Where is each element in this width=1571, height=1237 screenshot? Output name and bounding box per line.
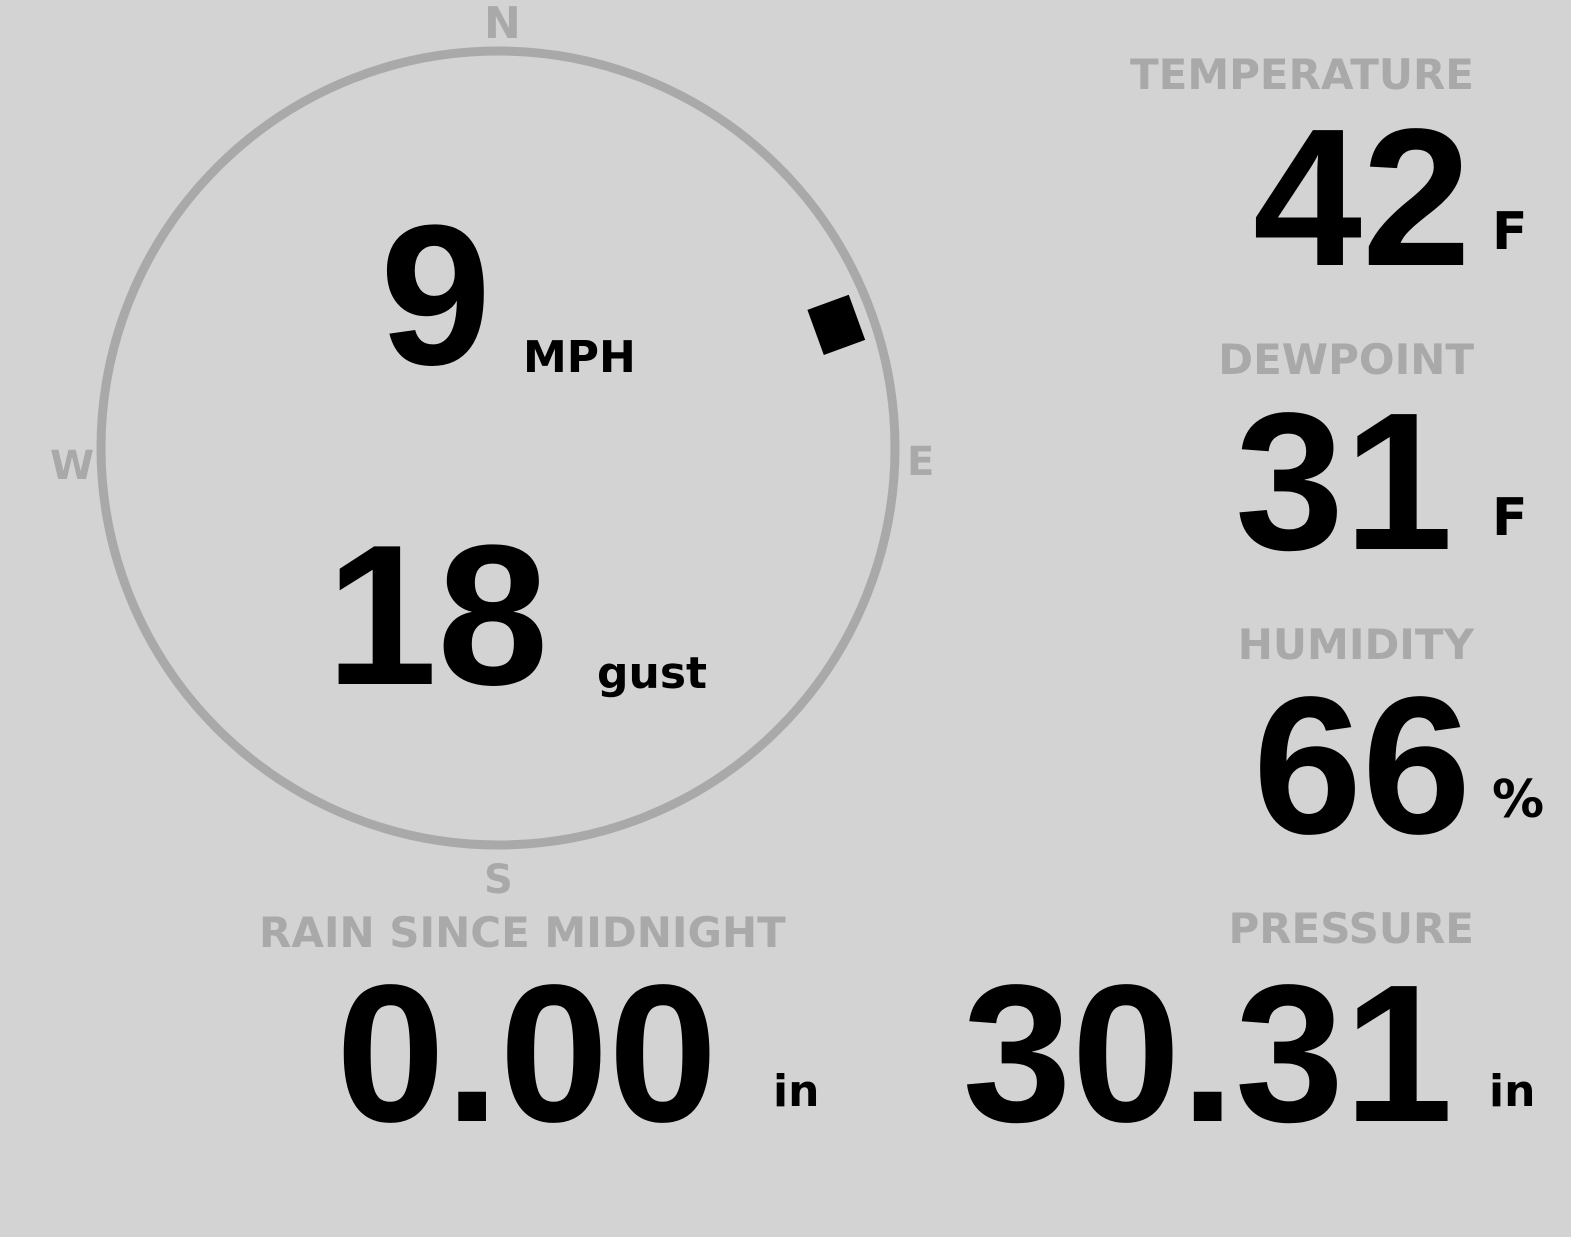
- dewpoint-value: 31: [1234, 372, 1453, 591]
- compass-east: E: [907, 439, 935, 485]
- pressure-value: 30.31: [962, 944, 1453, 1163]
- compass-north: N: [484, 0, 521, 49]
- compass-ring: [96, 46, 900, 850]
- wind-direction-indicator: [807, 294, 866, 355]
- humidity-value: 66: [1252, 656, 1471, 875]
- humidity-unit: %: [1492, 770, 1545, 830]
- dewpoint-label: DEWPOINT: [1218, 335, 1474, 384]
- rain-label: RAIN SINCE MIDNIGHT: [259, 908, 786, 957]
- wind-speed-value: 9: [380, 184, 492, 407]
- wind-gust-unit: gust: [597, 648, 708, 699]
- temperature-unit: F: [1492, 202, 1528, 262]
- humidity-label: HUMIDITY: [1237, 620, 1474, 669]
- compass-west: W: [50, 443, 95, 489]
- rain-value: 0.00: [336, 944, 718, 1163]
- compass-south: S: [484, 857, 513, 903]
- pressure-unit: in: [1489, 1066, 1536, 1117]
- dewpoint-unit: F: [1492, 488, 1528, 548]
- wind-gust-value: 18: [326, 504, 549, 727]
- temperature-value: 42: [1252, 88, 1471, 307]
- temperature-label: TEMPERATURE: [1130, 50, 1474, 99]
- pressure-label: PRESSURE: [1228, 904, 1474, 953]
- wind-speed-unit: MPH: [523, 332, 636, 383]
- rain-unit: in: [773, 1066, 820, 1117]
